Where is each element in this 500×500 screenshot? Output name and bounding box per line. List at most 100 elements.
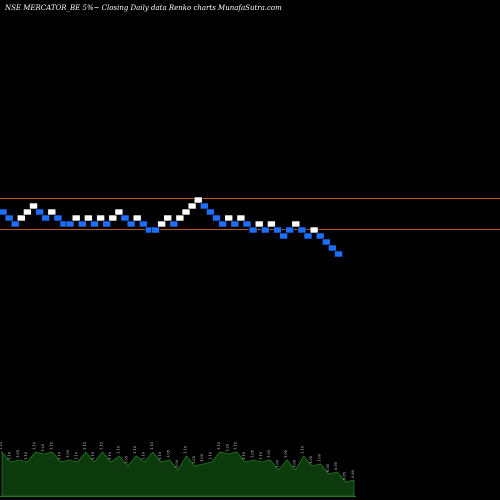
renko-brick	[328, 244, 337, 252]
renko-brick	[84, 214, 93, 222]
renko-brick	[151, 226, 160, 234]
renko-brick	[157, 220, 166, 228]
renko-brick	[16, 214, 26, 222]
renko-brick	[267, 220, 276, 228]
chart-title: NSE MERCATOR_BE 5%~ Closing Daily data R…	[4, 4, 282, 12]
volume-label: 1.15	[83, 441, 87, 450]
renko-brick	[206, 208, 215, 216]
renko-brick	[65, 220, 75, 228]
volume-label: 1.15	[217, 441, 221, 450]
renko-brick	[114, 208, 124, 216]
renko-brick	[285, 226, 295, 234]
volume-label: 1.10	[158, 451, 162, 460]
volume-area	[1, 450, 355, 497]
volume-panel	[0, 450, 356, 497]
volume-label: 1.10	[108, 451, 112, 460]
renko-brick	[242, 220, 252, 228]
renko-brick	[102, 220, 111, 228]
volume-label: 1.05	[125, 455, 129, 464]
renko-brick	[53, 214, 63, 222]
renko-brick	[273, 226, 282, 234]
volume-label: 1.15	[0, 441, 3, 450]
volume-label: 1.10	[74, 451, 78, 460]
renko-brick	[248, 226, 258, 234]
volume-label: 1.10	[116, 445, 120, 454]
volume-label: 1.10	[58, 451, 62, 460]
volume-label: 1.15	[33, 441, 37, 450]
renko-brick	[303, 232, 313, 240]
renko-brick	[321, 238, 331, 246]
renko-brick	[29, 202, 38, 210]
volume-label: 1.10	[141, 451, 145, 460]
volume-label: 1.10	[259, 451, 263, 460]
renko-brick	[291, 220, 301, 228]
renko-brick	[163, 214, 172, 222]
renko-brick	[41, 214, 51, 222]
renko-brick	[315, 232, 325, 240]
renko-brick	[108, 214, 118, 222]
renko-bricks	[0, 196, 343, 258]
volume-label: 1.10	[242, 451, 246, 460]
renko-brick	[181, 208, 191, 216]
renko-brick	[309, 226, 319, 234]
volume-label: 1.05	[167, 449, 171, 458]
volume-labels: 1.15 1.10 1.05 1.10 1.15 1.20 1.15 1.10 1.05 1.10…	[0, 441, 355, 480]
volume-label: 1.00	[175, 459, 179, 468]
renko-brick	[212, 214, 221, 222]
volume-label: 1.05	[16, 449, 20, 458]
volume-label: 1.00	[276, 459, 280, 468]
renko-brick	[193, 196, 203, 204]
volume-label: 1.00	[317, 453, 321, 462]
volume-label: 0.85	[343, 471, 347, 480]
renko-brick	[200, 202, 209, 210]
volume-label: 1.15	[49, 441, 53, 450]
volume-label: 1.10	[24, 451, 28, 460]
renko-brick	[71, 214, 81, 222]
renko-brick	[224, 214, 233, 222]
volume-label: 1.15	[100, 441, 104, 450]
volume-label: 1.10	[301, 445, 305, 454]
volume-label: 1.15	[150, 441, 154, 450]
renko-brick	[254, 220, 264, 228]
volume-label: 1.05	[309, 455, 313, 464]
renko-brick	[96, 214, 105, 222]
volume-label: 1.05	[66, 449, 70, 458]
renko-brick	[126, 220, 136, 228]
volume-label: 1.10	[7, 451, 11, 460]
renko-brick	[4, 214, 14, 222]
volume-label: 1.05	[267, 449, 271, 458]
renko-brick	[23, 208, 32, 216]
renko-brick	[0, 208, 8, 216]
volume-label: 1.00	[292, 459, 296, 468]
volume-label: 1.20	[41, 443, 45, 452]
renko-brick	[334, 250, 343, 258]
renko-brick	[169, 220, 179, 228]
volume-label: 0.95	[326, 463, 330, 472]
renko-brick	[187, 202, 197, 210]
renko-brick	[236, 214, 246, 222]
renko-brick	[47, 208, 57, 216]
renko-brick	[120, 214, 130, 222]
volume-label: 0.80	[351, 469, 355, 478]
renko-brick	[90, 220, 99, 228]
renko-brick	[279, 232, 288, 240]
volume-label: 1.05	[284, 449, 288, 458]
volume-label: 1.00	[200, 453, 204, 462]
volume-label: 1.20	[225, 443, 229, 452]
renko-brick	[35, 208, 44, 216]
renko-brick	[175, 214, 185, 222]
renko-brick	[132, 214, 142, 222]
volume-label: 1.10	[133, 445, 137, 454]
renko-brick	[218, 220, 227, 228]
renko-brick	[78, 220, 87, 228]
renko-brick	[297, 226, 307, 234]
volume-label: 1.10	[183, 445, 187, 454]
volume-label: 1.05	[192, 455, 196, 464]
volume-label: 1.10	[91, 451, 95, 460]
renko-brick	[260, 226, 270, 234]
volume-label: 0.90	[334, 461, 338, 470]
volume-label: 1.15	[234, 441, 238, 450]
renko-brick	[230, 220, 240, 228]
